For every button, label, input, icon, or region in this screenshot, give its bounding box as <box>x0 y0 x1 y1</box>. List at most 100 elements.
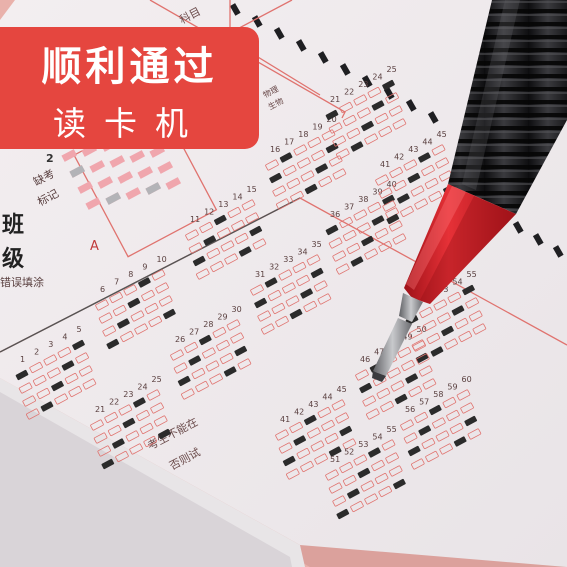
empty-bubble <box>388 220 403 232</box>
filled-bubble <box>357 467 371 479</box>
empty-bubble <box>378 125 392 138</box>
empty-bubble <box>342 438 357 450</box>
empty-bubble <box>134 323 148 335</box>
empty-bubble <box>425 450 439 463</box>
empty-bubble <box>378 485 392 498</box>
filled-bubble <box>368 447 381 458</box>
empty-bubble <box>374 472 389 485</box>
empty-bubble <box>130 310 145 322</box>
empty-bubble <box>433 299 448 311</box>
filled-bubble <box>133 397 146 408</box>
empty-bubble <box>422 378 437 390</box>
empty-bubble <box>97 445 111 457</box>
question-number: 11 <box>190 215 200 224</box>
question-number: 50 <box>417 325 427 334</box>
pencil-lead-tip <box>372 371 386 382</box>
filled-bubble <box>163 308 176 320</box>
empty-bubble <box>300 170 315 182</box>
empty-bubble <box>286 468 300 480</box>
empty-bubble <box>367 201 382 214</box>
filled-bubble <box>279 152 293 163</box>
empty-bubble <box>98 312 113 324</box>
empty-bubble <box>289 421 303 434</box>
empty-bubble <box>184 341 198 354</box>
empty-bubble <box>362 395 376 407</box>
question-number: 4 <box>62 333 67 342</box>
question-number: 52 <box>344 448 354 457</box>
empty-bubble <box>374 227 389 240</box>
filled-bubble <box>382 79 395 91</box>
filled-bubble <box>315 163 328 174</box>
empty-bubble <box>408 385 422 398</box>
filled-bubble <box>254 297 267 309</box>
filled-bubble <box>453 436 467 447</box>
empty-bubble <box>465 297 479 309</box>
question-number: 49 <box>402 333 412 342</box>
question-number: 29 <box>217 313 227 322</box>
empty-bubble <box>296 447 311 460</box>
question-number: 42 <box>294 408 304 417</box>
promo-banner: 顺利通过 读卡机 <box>0 27 259 149</box>
empty-bubble <box>375 174 389 186</box>
banner-subheadline: 读卡机 <box>53 104 206 143</box>
empty-bubble <box>353 94 368 106</box>
filled-bubble <box>188 355 202 366</box>
question-number: 24 <box>137 383 147 392</box>
empty-bubble <box>78 365 93 377</box>
filled-bubble <box>15 369 29 381</box>
empty-bubble <box>206 247 221 260</box>
empty-bubble <box>435 157 449 169</box>
question-number: 46 <box>360 355 370 364</box>
empty-bubble <box>381 439 396 451</box>
empty-bubble <box>388 465 403 477</box>
empty-bubble <box>282 164 297 177</box>
filled-bubble <box>328 446 342 457</box>
empty-bubble <box>342 229 357 242</box>
empty-bubble <box>385 452 399 464</box>
filled-bubble <box>325 142 339 154</box>
question-number: 58 <box>433 390 443 399</box>
question-number: 13 <box>218 200 228 209</box>
empty-bubble <box>335 412 349 424</box>
empty-bubble <box>339 216 353 229</box>
question-number: 23 <box>358 80 368 89</box>
empty-bubble <box>400 419 414 431</box>
filled-bubble <box>138 277 151 288</box>
empty-bubble <box>245 212 259 224</box>
empty-bubble <box>209 373 223 385</box>
empty-bubble <box>422 319 437 332</box>
empty-bubble <box>336 263 350 275</box>
question-number: 3 <box>48 340 53 349</box>
filled-bubble <box>117 318 130 329</box>
filled-bubble <box>289 308 303 320</box>
empty-bubble <box>310 440 325 452</box>
filled-bubble <box>293 435 307 446</box>
empty-bubble <box>226 319 241 331</box>
empty-bubble <box>146 389 161 401</box>
empty-bubble <box>18 382 33 394</box>
empty-bubble <box>148 315 162 328</box>
empty-bubble <box>371 459 385 472</box>
empty-bubble <box>389 166 403 179</box>
filled-bubble <box>397 193 410 204</box>
mechanical-pencil <box>372 0 567 382</box>
empty-bubble <box>366 408 380 420</box>
empty-bubble <box>139 422 154 435</box>
empty-bubble <box>357 222 371 234</box>
empty-bubble <box>93 432 108 444</box>
empty-bubble <box>191 367 206 380</box>
question-number: 2 <box>34 348 39 357</box>
question-number: 1 <box>20 355 25 364</box>
empty-bubble <box>468 310 483 322</box>
empty-bubble <box>107 424 122 437</box>
empty-bubble <box>32 374 47 387</box>
question-number: 25 <box>387 65 397 74</box>
question-number: 23 <box>123 390 133 399</box>
filled-bubble <box>441 325 454 337</box>
filled-bubble <box>361 120 374 132</box>
empty-bubble <box>261 323 275 335</box>
empty-bubble <box>328 122 343 134</box>
empty-bubble <box>364 493 378 505</box>
filled-bubble <box>382 194 395 206</box>
empty-bubble <box>216 339 230 352</box>
